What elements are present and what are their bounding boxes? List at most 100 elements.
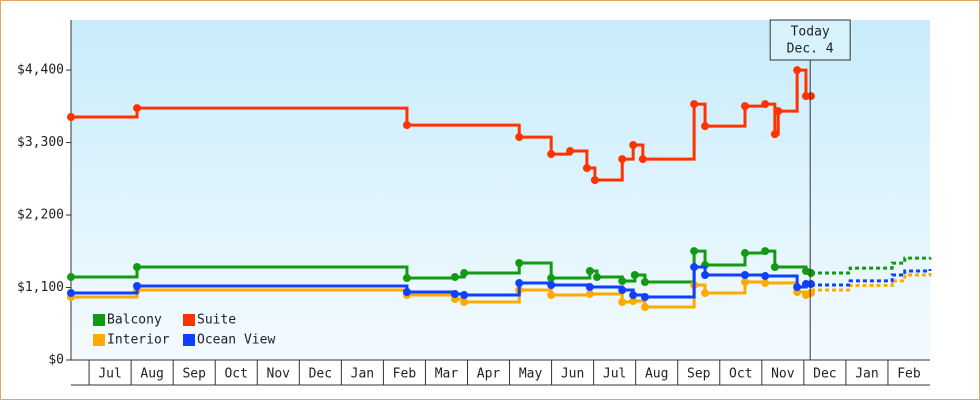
price-point [515, 259, 524, 268]
price-point [807, 289, 816, 298]
today-date: Dec. 4 [787, 42, 834, 57]
price-point [67, 113, 75, 122]
x-tick-label: Jul [98, 367, 121, 382]
x-tick-label: Feb [393, 367, 417, 382]
price-point [629, 297, 638, 306]
forecast-line [811, 256, 932, 275]
price-point [701, 289, 710, 298]
x-tick-label: Oct [224, 367, 247, 382]
price-point [547, 274, 556, 283]
price-point [761, 100, 770, 109]
price-point [761, 247, 770, 256]
price-point [460, 269, 469, 278]
price-point [640, 303, 649, 312]
price-point [793, 66, 802, 75]
x-tick-label: Apr [477, 367, 501, 382]
price-point [585, 267, 594, 276]
x-tick-label: Dec [813, 367, 836, 382]
price-point [701, 122, 710, 131]
price-point [460, 298, 469, 307]
x-tick-label: Nov [267, 367, 291, 382]
price-point [515, 279, 524, 288]
price-point [67, 289, 75, 298]
price-point [402, 274, 411, 283]
x-tick-label: Jul [603, 367, 626, 382]
price-point [740, 271, 749, 279]
legend-swatch [183, 314, 195, 326]
price-point [807, 92, 816, 101]
x-tick-label: Sep [687, 367, 711, 382]
price-point [547, 150, 556, 159]
price-point [402, 288, 411, 296]
price-point [566, 147, 575, 156]
price-point [770, 130, 779, 139]
price-point [133, 104, 142, 113]
price-point [740, 102, 749, 111]
legend-label: Interior [107, 333, 170, 348]
price-point [450, 290, 459, 299]
x-tick-label: Jun [561, 367, 584, 382]
price-point [630, 271, 639, 279]
price-point [793, 283, 802, 292]
price-point [618, 298, 627, 307]
price-point [515, 133, 524, 142]
price-point [133, 282, 142, 291]
price-point [774, 107, 783, 116]
price-point [690, 100, 699, 109]
y-tick-label: $3,300 [17, 135, 64, 150]
price-point [640, 293, 649, 302]
price-point [460, 291, 469, 300]
x-tick-label: Mar [435, 367, 459, 382]
price-point [592, 273, 601, 282]
x-tick-label: May [519, 367, 543, 382]
x-tick-label: Jan [351, 367, 374, 382]
x-tick-label: Aug [645, 367, 668, 382]
price-point [585, 290, 594, 299]
price-point [547, 281, 556, 290]
price-point [67, 273, 75, 282]
price-point [133, 263, 142, 272]
price-point [640, 278, 649, 287]
x-tick-label: Feb [897, 367, 921, 382]
x-tick-label: Oct [729, 367, 752, 382]
price-point [770, 263, 779, 272]
y-tick-label: $0 [48, 353, 64, 368]
price-point [618, 286, 627, 295]
price-point [629, 141, 638, 150]
price-point [740, 278, 749, 287]
legend-swatch [183, 334, 195, 346]
y-tick-label: $4,400 [17, 63, 64, 78]
today-box [769, 19, 851, 61]
x-tick-label: Nov [771, 367, 795, 382]
x-tick-label: Sep [182, 367, 206, 382]
legend-label: Balcony [107, 313, 162, 328]
x-tick-label: Dec [309, 367, 332, 382]
today-label: Today [791, 25, 830, 40]
price-point [807, 269, 816, 278]
price-point [629, 291, 638, 300]
legend-label: Suite [197, 313, 236, 328]
price-point [807, 280, 816, 289]
legend-swatch [93, 314, 105, 326]
price-point [402, 121, 411, 130]
price-point [690, 263, 699, 272]
price-point [450, 273, 459, 282]
price-point [585, 283, 594, 292]
price-point [761, 279, 770, 288]
price-point [582, 164, 591, 173]
price-point [761, 272, 770, 281]
x-tick-label: Jan [855, 367, 878, 382]
price-point [740, 249, 749, 258]
y-tick-label: $1,100 [17, 280, 64, 295]
y-tick-label: $2,200 [17, 208, 64, 223]
legend-label: Ocean View [197, 333, 275, 348]
price-point [547, 291, 556, 300]
price-point [690, 247, 699, 256]
price-point [638, 155, 647, 164]
x-tick-label: Aug [140, 367, 163, 382]
price-point [618, 277, 627, 286]
price-point [590, 176, 599, 185]
forecast-line [811, 269, 932, 287]
price-point [618, 155, 627, 164]
